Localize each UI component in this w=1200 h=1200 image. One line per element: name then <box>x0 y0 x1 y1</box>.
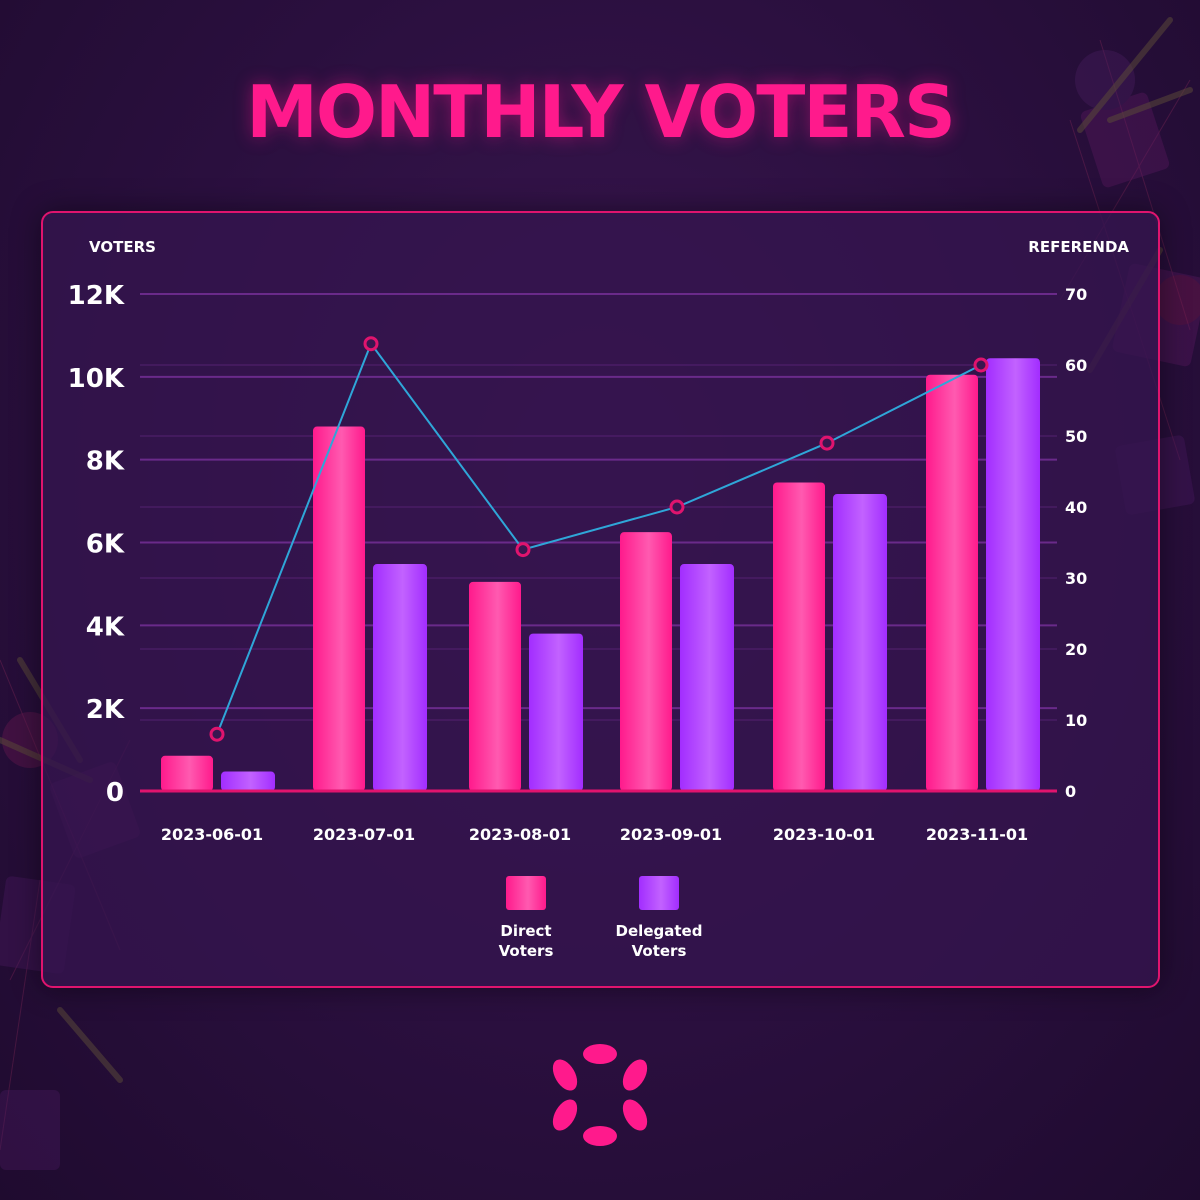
x-tick-label: 2023-07-01 <box>313 825 415 844</box>
bar-direct-voters <box>773 482 825 791</box>
referenda-point <box>209 726 225 742</box>
x-tick-label: 2023-09-01 <box>620 825 722 844</box>
y-tick-label: 12K <box>68 281 125 311</box>
bar-delegated-voters <box>986 358 1040 791</box>
legend-swatch <box>506 876 546 910</box>
referenda-point <box>973 357 989 373</box>
bar-direct-voters <box>620 532 672 791</box>
y2-tick-label: 30 <box>1065 569 1087 588</box>
legend-label: Voters <box>632 942 687 960</box>
legend-label: Direct <box>500 922 551 940</box>
y2-tick-label: 20 <box>1065 640 1087 659</box>
bar-delegated-voters <box>529 633 583 791</box>
y-tick-label: 8K <box>86 447 125 477</box>
referenda-point <box>819 435 835 451</box>
y-tick-label: 6K <box>86 530 125 560</box>
x-tick-label: 2023-11-01 <box>926 825 1028 844</box>
bar-direct-voters <box>313 426 365 791</box>
y2-tick-label: 10 <box>1065 711 1087 730</box>
bar-delegated-voters <box>373 564 427 791</box>
referenda-line <box>216 341 982 735</box>
bar-direct-voters <box>926 374 978 791</box>
x-tick-label: 2023-06-01 <box>161 825 263 844</box>
y2-tick-label: 60 <box>1065 356 1087 375</box>
y-tick-label: 0 <box>106 778 124 808</box>
y-tick-label: 4K <box>86 612 125 642</box>
legend-label: Voters <box>499 942 554 960</box>
bar-direct-voters <box>161 755 213 791</box>
bar-delegated-voters <box>221 771 275 791</box>
y-tick-label: 10K <box>68 364 125 394</box>
bar-delegated-voters <box>680 564 734 791</box>
x-tick-label: 2023-08-01 <box>469 825 571 844</box>
referenda-point <box>515 542 531 558</box>
referenda-point <box>363 336 379 352</box>
referenda-point <box>669 499 685 515</box>
y-axis-title: VOTERS <box>89 238 156 256</box>
y2-axis-title: REFERENDA <box>1028 238 1129 256</box>
bar-direct-voters <box>469 581 521 791</box>
bar-delegated-voters <box>833 494 887 791</box>
y-tick-label: 2K <box>86 695 125 725</box>
y2-tick-label: 70 <box>1065 285 1087 304</box>
x-tick-label: 2023-10-01 <box>773 825 875 844</box>
legend-swatch <box>639 876 679 910</box>
legend-label: Delegated <box>616 922 703 940</box>
y2-tick-label: 0 <box>1065 782 1076 801</box>
y2-tick-label: 40 <box>1065 498 1087 517</box>
page-title: MONTHLY VOTERS <box>246 70 956 154</box>
y2-tick-label: 50 <box>1065 427 1087 446</box>
